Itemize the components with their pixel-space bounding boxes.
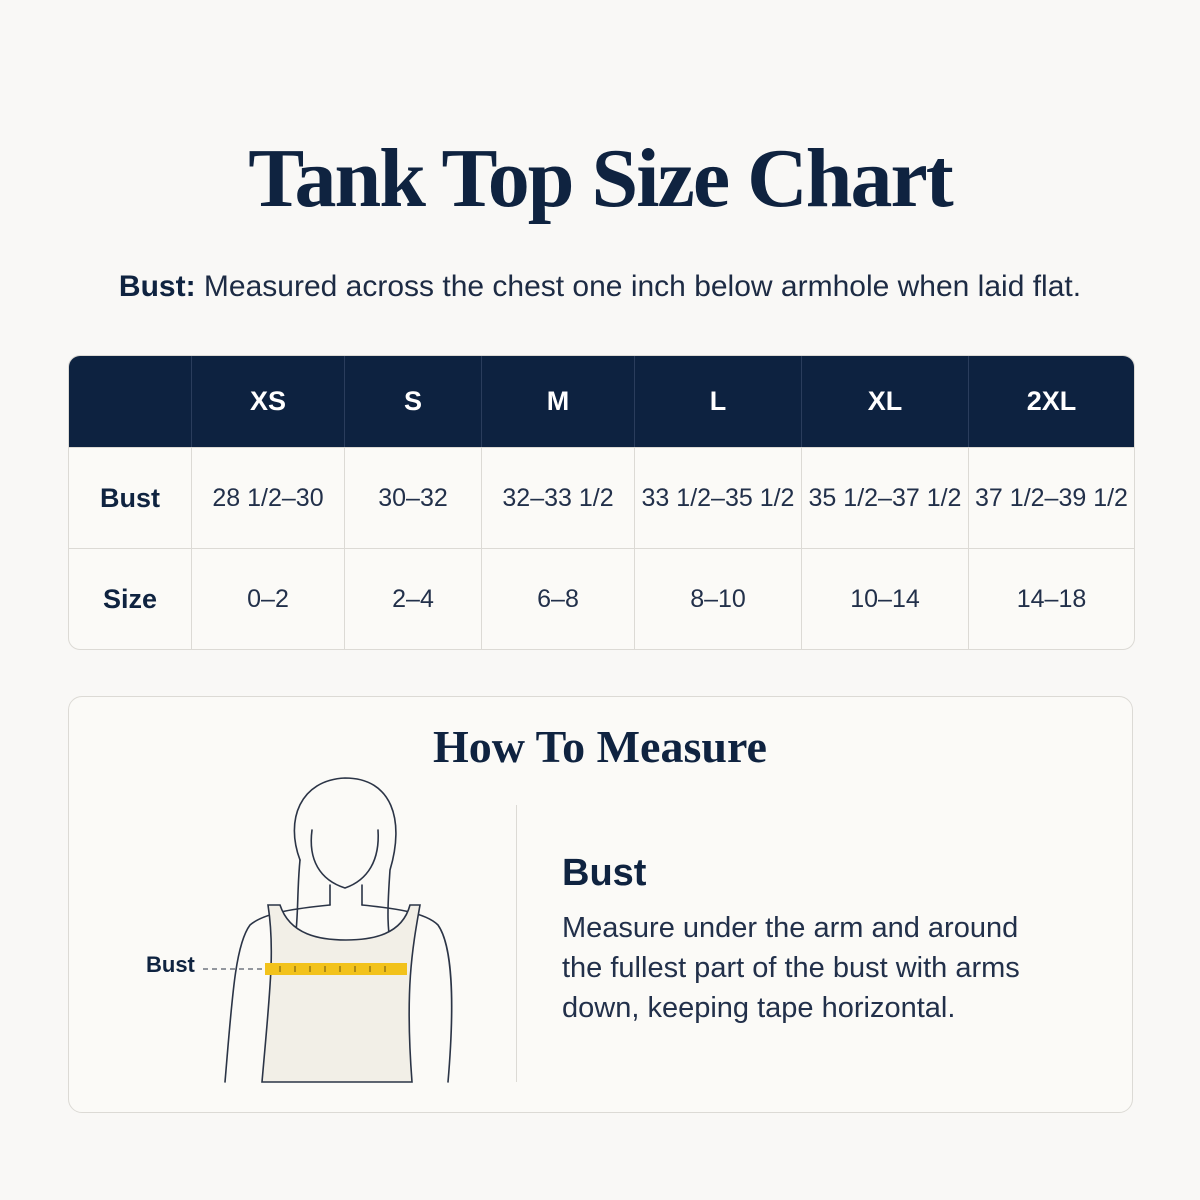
- column-header: M: [482, 356, 635, 447]
- tape: [265, 963, 407, 975]
- row-label: Bust: [69, 447, 192, 548]
- neck: [329, 884, 363, 906]
- figure-label: Bust: [146, 952, 195, 977]
- header-row: [69, 356, 1134, 447]
- table-cell: 32–33 1/2: [482, 447, 635, 548]
- table-cell: 30–32: [345, 447, 482, 548]
- table-cell: 10–14: [802, 548, 969, 649]
- table-cell: 37 1/2–39 1/2: [969, 447, 1134, 548]
- measure-title: How To Measure: [433, 721, 767, 772]
- note: Bust: Measured across the chest one inch…: [0, 270, 1200, 304]
- title: Tank Top Size Chart: [248, 132, 954, 225]
- note-label: Bust:: [118, 270, 196, 303]
- table-cell: 8–10: [635, 548, 802, 649]
- column-header: S: [345, 356, 482, 447]
- size-table: Bust Size XS 28 1/2–30 0–2 S 30–32 2–4 M 32–33 1/…: [68, 355, 1135, 650]
- tape-ticks: [279, 966, 386, 972]
- face: [310, 829, 379, 889]
- measure-heading: Bust: [562, 852, 647, 894]
- measure-card: [68, 696, 1133, 1113]
- column-header: L: [635, 356, 802, 447]
- table-cell: 33 1/2–35 1/2: [635, 447, 802, 548]
- column-header: XS: [192, 356, 345, 447]
- hair: [293, 777, 397, 961]
- table-cell: 0–2: [192, 548, 345, 649]
- measure-text: Measure under the arm and around the ful…: [562, 912, 1020, 1024]
- tank-top: [261, 904, 421, 1083]
- column-header: XL: [802, 356, 969, 447]
- divider: [516, 805, 517, 1082]
- table-cell: 2–4: [345, 548, 482, 649]
- table-cell: 6–8: [482, 548, 635, 649]
- table-cell: 14–18: [969, 548, 1134, 649]
- figure: [203, 777, 453, 1083]
- row-label: Size: [69, 548, 192, 649]
- table-cell: 28 1/2–30: [192, 447, 345, 548]
- table-cell: 35 1/2–37 1/2: [802, 447, 969, 548]
- column-header: 2XL: [1026, 386, 1077, 416]
- note-text: Measured across the chest one inch below…: [203, 270, 1082, 303]
- header-corner: [69, 356, 192, 447]
- arms: [224, 904, 453, 1083]
